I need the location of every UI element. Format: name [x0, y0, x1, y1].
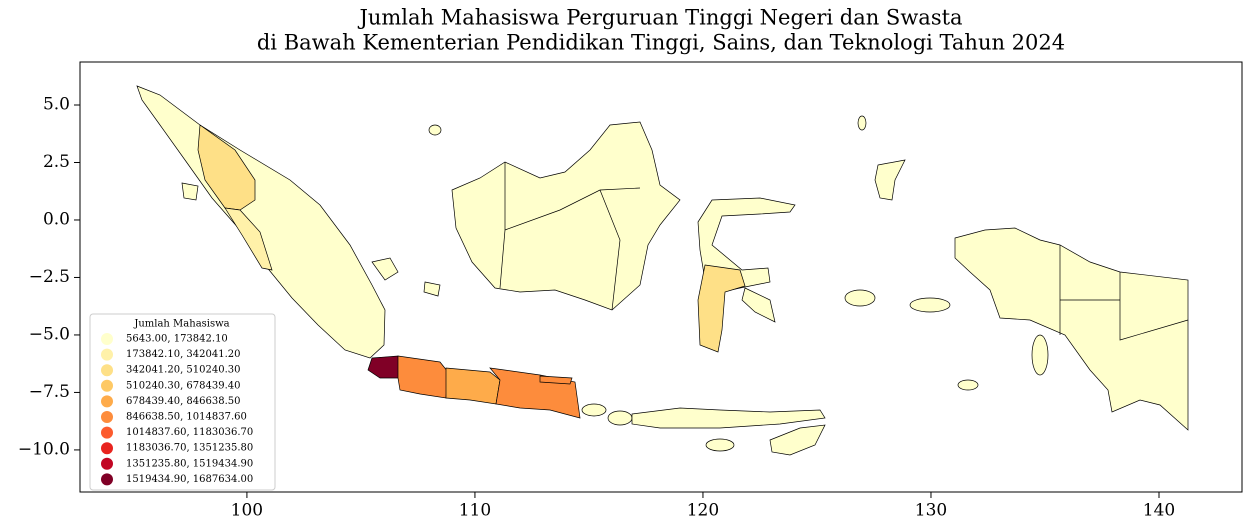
region: [631, 407, 826, 429]
x-tick-label: 120: [687, 501, 719, 521]
x-tick-label: 130: [915, 501, 947, 521]
legend-label: 342041.20, 510240.30: [126, 365, 241, 376]
legend: Jumlah Mahasiswa 5643.00, 173842.10 17384…: [89, 313, 276, 491]
axes: 100 110 120 130 140 5.0 2.5 0.0 −2.5 −5.0 −7.5 −10.…: [18, 95, 1175, 521]
region: [367, 355, 401, 379]
legend-label: 678439.40, 846638.50: [126, 396, 241, 407]
y-tick-label: 0.0: [43, 209, 70, 229]
region: [539, 375, 573, 385]
region: [1031, 334, 1049, 376]
region: [423, 281, 441, 297]
legend-label: 1183036.70, 1351235.80: [126, 443, 253, 454]
legend-label: 5643.00, 173842.10: [126, 334, 228, 345]
x-tick-label: 110: [459, 501, 491, 521]
legend-marker: [101, 473, 113, 486]
region-border: [499, 162, 641, 311]
region: [705, 438, 735, 452]
legend-label: 1014837.60, 1183036.70: [126, 427, 253, 438]
region: [741, 287, 776, 323]
region-border: [1059, 245, 1189, 341]
region: [874, 159, 906, 201]
region: [397, 355, 449, 399]
legend-marker: [101, 411, 113, 423]
region: [489, 367, 581, 419]
region: [909, 297, 951, 313]
y-tick-label: −7.5: [29, 382, 70, 402]
region: [428, 124, 442, 136]
region: [371, 257, 399, 281]
title-line: Jumlah Mahasiswa Perguruan Tinggi Negeri…: [357, 6, 962, 30]
region: [581, 403, 607, 417]
legend-marker: [101, 364, 113, 377]
legend-label: 1351235.80, 1519434.90: [126, 458, 253, 469]
legend-label: 510240.30, 678439.40: [126, 380, 241, 391]
legend-marker: [101, 333, 113, 345]
title-line: di Bawah Kementerian Pendidikan Tinggi, …: [257, 31, 1065, 55]
region: [957, 379, 979, 391]
y-tick-label: 2.5: [43, 152, 70, 172]
region: [197, 124, 256, 211]
region: [181, 182, 199, 201]
legend-title: Jumlah Mahasiswa: [133, 319, 229, 330]
legend-marker: [101, 395, 113, 408]
region: [697, 264, 746, 353]
region: [954, 227, 1189, 431]
y-tick-label: 5.0: [43, 95, 70, 115]
region: [445, 367, 501, 405]
y-tick-label: −10.0: [18, 439, 70, 459]
x-tick-label: 140: [1143, 501, 1175, 521]
map: [136, 85, 1189, 456]
legend-box: [89, 313, 276, 491]
legend-marker: [101, 457, 113, 470]
x-tick-label: 100: [231, 501, 263, 521]
legend-label: 1519434.90, 1687634.00: [126, 474, 253, 485]
region: [224, 207, 273, 271]
region: [769, 424, 826, 456]
region: [451, 121, 681, 311]
region: [844, 289, 876, 307]
legend-marker: [101, 442, 113, 455]
region: [857, 115, 867, 131]
region: [607, 410, 633, 426]
y-tick-label: −2.5: [29, 267, 70, 287]
legend-marker: [101, 348, 113, 361]
legend-label: 173842.10, 342041.20: [126, 349, 241, 360]
legend-marker: [101, 379, 113, 392]
y-tick-label: −5.0: [29, 324, 70, 344]
legend-label: 846638.50, 1014837.60: [126, 412, 247, 423]
legend-marker: [101, 426, 113, 439]
